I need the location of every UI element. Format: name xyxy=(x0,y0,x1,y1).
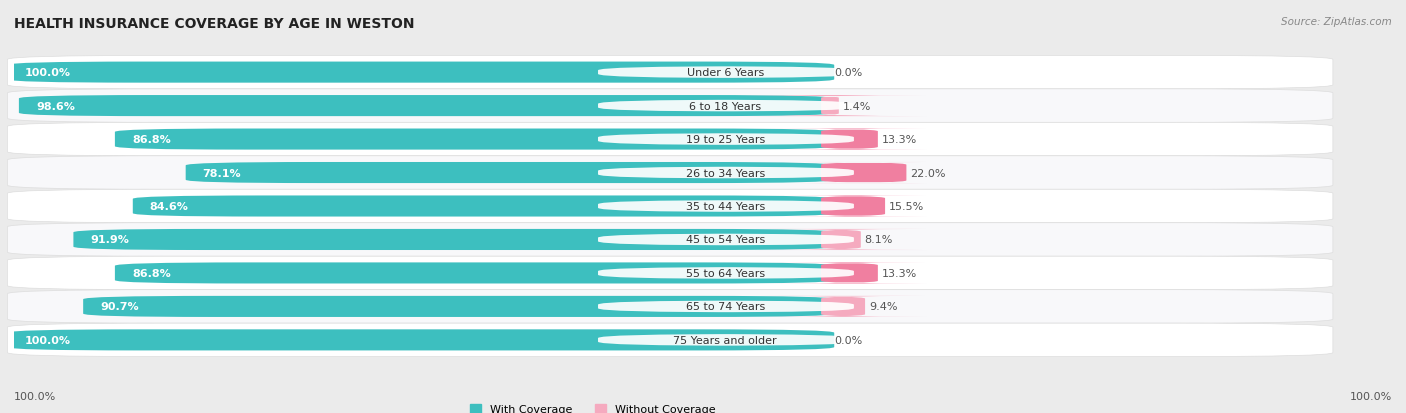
FancyBboxPatch shape xyxy=(598,67,853,79)
FancyBboxPatch shape xyxy=(756,229,927,250)
Text: 100.0%: 100.0% xyxy=(24,68,70,78)
Text: 86.8%: 86.8% xyxy=(132,135,170,145)
FancyBboxPatch shape xyxy=(598,234,853,246)
Text: 6 to 18 Years: 6 to 18 Years xyxy=(689,101,762,112)
FancyBboxPatch shape xyxy=(7,330,834,351)
Text: 90.7%: 90.7% xyxy=(100,301,139,312)
FancyBboxPatch shape xyxy=(7,56,1333,90)
FancyBboxPatch shape xyxy=(7,290,1333,323)
FancyBboxPatch shape xyxy=(83,296,834,317)
Text: HEALTH INSURANCE COVERAGE BY AGE IN WESTON: HEALTH INSURANCE COVERAGE BY AGE IN WEST… xyxy=(14,17,415,31)
FancyBboxPatch shape xyxy=(186,163,834,184)
FancyBboxPatch shape xyxy=(801,163,927,184)
FancyBboxPatch shape xyxy=(115,263,834,284)
FancyBboxPatch shape xyxy=(598,201,853,212)
Text: 19 to 25 Years: 19 to 25 Years xyxy=(686,135,765,145)
Legend: With Coverage, Without Coverage: With Coverage, Without Coverage xyxy=(470,404,716,413)
FancyBboxPatch shape xyxy=(773,263,927,284)
FancyBboxPatch shape xyxy=(598,301,853,313)
Text: 9.4%: 9.4% xyxy=(869,301,897,312)
FancyBboxPatch shape xyxy=(734,96,927,117)
Text: 13.3%: 13.3% xyxy=(882,135,917,145)
Text: 0.0%: 0.0% xyxy=(834,68,862,78)
FancyBboxPatch shape xyxy=(773,129,927,150)
FancyBboxPatch shape xyxy=(598,334,853,346)
FancyBboxPatch shape xyxy=(598,134,853,145)
Text: 86.8%: 86.8% xyxy=(132,268,170,278)
Text: 0.0%: 0.0% xyxy=(834,335,862,345)
Text: 75 Years and older: 75 Years and older xyxy=(673,335,778,345)
FancyBboxPatch shape xyxy=(761,296,927,317)
Text: 100.0%: 100.0% xyxy=(24,335,70,345)
Text: 8.1%: 8.1% xyxy=(865,235,893,245)
FancyBboxPatch shape xyxy=(598,100,853,112)
Text: 55 to 64 Years: 55 to 64 Years xyxy=(686,268,765,278)
Text: 65 to 74 Years: 65 to 74 Years xyxy=(686,301,765,312)
Text: 100.0%: 100.0% xyxy=(14,391,56,401)
Text: 91.9%: 91.9% xyxy=(90,235,129,245)
FancyBboxPatch shape xyxy=(7,90,1333,123)
Text: 26 to 34 Years: 26 to 34 Years xyxy=(686,168,765,178)
Text: 100.0%: 100.0% xyxy=(1350,391,1392,401)
Text: 84.6%: 84.6% xyxy=(150,202,188,211)
FancyBboxPatch shape xyxy=(7,323,1333,357)
FancyBboxPatch shape xyxy=(780,196,927,217)
FancyBboxPatch shape xyxy=(7,123,1333,157)
FancyBboxPatch shape xyxy=(7,256,1333,290)
FancyBboxPatch shape xyxy=(132,196,834,217)
Text: 15.5%: 15.5% xyxy=(889,202,924,211)
Text: Source: ZipAtlas.com: Source: ZipAtlas.com xyxy=(1281,17,1392,26)
Text: 13.3%: 13.3% xyxy=(882,268,917,278)
Text: 1.4%: 1.4% xyxy=(842,101,872,112)
FancyBboxPatch shape xyxy=(18,96,834,117)
FancyBboxPatch shape xyxy=(115,129,834,150)
Text: 45 to 54 Years: 45 to 54 Years xyxy=(686,235,765,245)
FancyBboxPatch shape xyxy=(7,190,1333,223)
FancyBboxPatch shape xyxy=(598,167,853,179)
FancyBboxPatch shape xyxy=(7,62,834,83)
Text: 98.6%: 98.6% xyxy=(37,101,75,112)
Text: 22.0%: 22.0% xyxy=(910,168,946,178)
Text: 78.1%: 78.1% xyxy=(202,168,242,178)
Text: Under 6 Years: Under 6 Years xyxy=(686,68,763,78)
FancyBboxPatch shape xyxy=(7,157,1333,190)
FancyBboxPatch shape xyxy=(598,268,853,279)
FancyBboxPatch shape xyxy=(7,223,1333,256)
FancyBboxPatch shape xyxy=(73,229,834,250)
Text: 35 to 44 Years: 35 to 44 Years xyxy=(686,202,765,211)
